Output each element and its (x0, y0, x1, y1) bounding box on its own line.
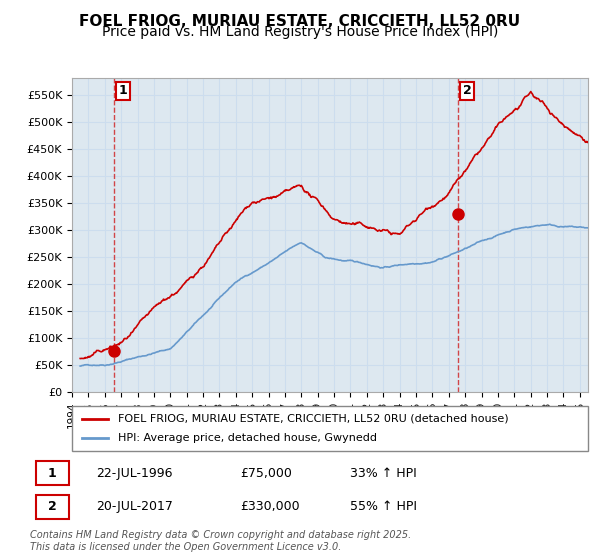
FancyBboxPatch shape (35, 461, 68, 486)
Text: 22-JUL-1996: 22-JUL-1996 (96, 466, 173, 480)
Text: 55% ↑ HPI: 55% ↑ HPI (350, 500, 417, 514)
Text: HPI: Average price, detached house, Gwynedd: HPI: Average price, detached house, Gwyn… (118, 433, 377, 444)
Text: 2: 2 (48, 500, 56, 514)
FancyBboxPatch shape (35, 494, 68, 519)
Text: FOEL FRIOG, MURIAU ESTATE, CRICCIETH, LL52 0RU: FOEL FRIOG, MURIAU ESTATE, CRICCIETH, LL… (79, 14, 521, 29)
Text: 33% ↑ HPI: 33% ↑ HPI (350, 466, 417, 480)
Text: 1: 1 (119, 85, 127, 97)
Text: £330,000: £330,000 (240, 500, 299, 514)
Text: £75,000: £75,000 (240, 466, 292, 480)
Text: FOEL FRIOG, MURIAU ESTATE, CRICCIETH, LL52 0RU (detached house): FOEL FRIOG, MURIAU ESTATE, CRICCIETH, LL… (118, 413, 509, 423)
Text: Contains HM Land Registry data © Crown copyright and database right 2025.
This d: Contains HM Land Registry data © Crown c… (30, 530, 411, 552)
FancyBboxPatch shape (72, 406, 588, 451)
Text: 2: 2 (463, 85, 472, 97)
Text: 20-JUL-2017: 20-JUL-2017 (96, 500, 173, 514)
Text: 1: 1 (48, 466, 56, 480)
Text: Price paid vs. HM Land Registry's House Price Index (HPI): Price paid vs. HM Land Registry's House … (102, 25, 498, 39)
